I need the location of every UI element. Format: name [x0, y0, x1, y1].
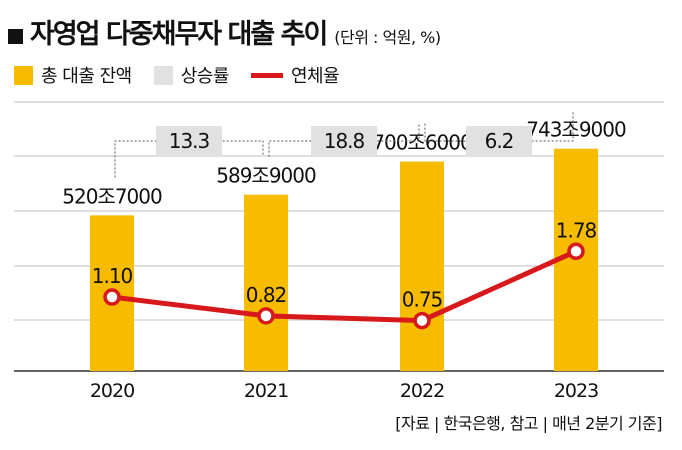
bar-label-2022: 700조6000 [372, 131, 472, 155]
delinquency-label-2020: 1.10 [92, 264, 133, 288]
delinquency-point-2023 [567, 242, 585, 261]
growth-connector-1 [114, 140, 264, 178]
bar-label-2021: 589조9000 [216, 164, 316, 188]
bar-label-2020: 520조7000 [62, 184, 162, 208]
delinquency-point-2021 [257, 307, 275, 325]
delinquency-label-2023: 1.78 [556, 218, 597, 242]
legend-swatch-growth-rate [153, 65, 173, 85]
delinquency-line [111, 249, 578, 324]
bar-2021 [244, 194, 288, 371]
x-tick-2021: 2021 [244, 380, 288, 402]
title-row: 자영업 다중채무자 대출 추이 (단위 : 억원, %) [8, 12, 441, 51]
legend-label-loan-balance: 총 대출 잔액 [41, 66, 132, 87]
growth-connector-3 [424, 110, 574, 142]
legend: 총 대출 잔액 상승률 연체율 [14, 62, 361, 88]
delinquency-label-2022: 0.75 [402, 288, 443, 312]
legend-item-delinquency-rate: 연체율 [250, 62, 340, 88]
legend-item-growth-rate: 상승률 [153, 62, 230, 88]
bar-label-2023: 743조9000 [526, 118, 626, 142]
growth-label-2: 18.8 [324, 129, 365, 153]
title-square-icon [8, 29, 23, 44]
growth-label-1: 13.3 [169, 129, 210, 153]
legend-item-loan-balance: 총 대출 잔액 [14, 62, 132, 88]
source-note: [자료 | 한국은행, 참고 | 매년 2분기 기준] [395, 414, 662, 433]
delinquency-point-2020 [103, 288, 121, 306]
legend-swatch-loan-balance [14, 65, 33, 85]
chart-title: 자영업 다중채무자 대출 추이 [30, 19, 328, 50]
growth-box-2 [311, 126, 377, 156]
growth-box-3 [466, 126, 532, 156]
x-tick-2022: 2022 [400, 380, 444, 402]
unit-label: (단위 : 억원, %) [334, 28, 441, 47]
growth-box-1 [156, 126, 222, 156]
legend-swatch-delinquency-rate [250, 72, 283, 78]
delinquency-label-2021: 0.82 [246, 283, 287, 307]
legend-label-growth-rate: 상승률 [180, 66, 230, 87]
bar-2022 [400, 161, 444, 371]
growth-label-3: 6.2 [485, 129, 514, 153]
legend-label-delinquency-rate: 연체율 [290, 66, 340, 87]
delinquency-point-2022 [413, 311, 431, 330]
x-tick-2023: 2023 [554, 380, 598, 402]
x-tick-2020: 2020 [90, 380, 134, 402]
